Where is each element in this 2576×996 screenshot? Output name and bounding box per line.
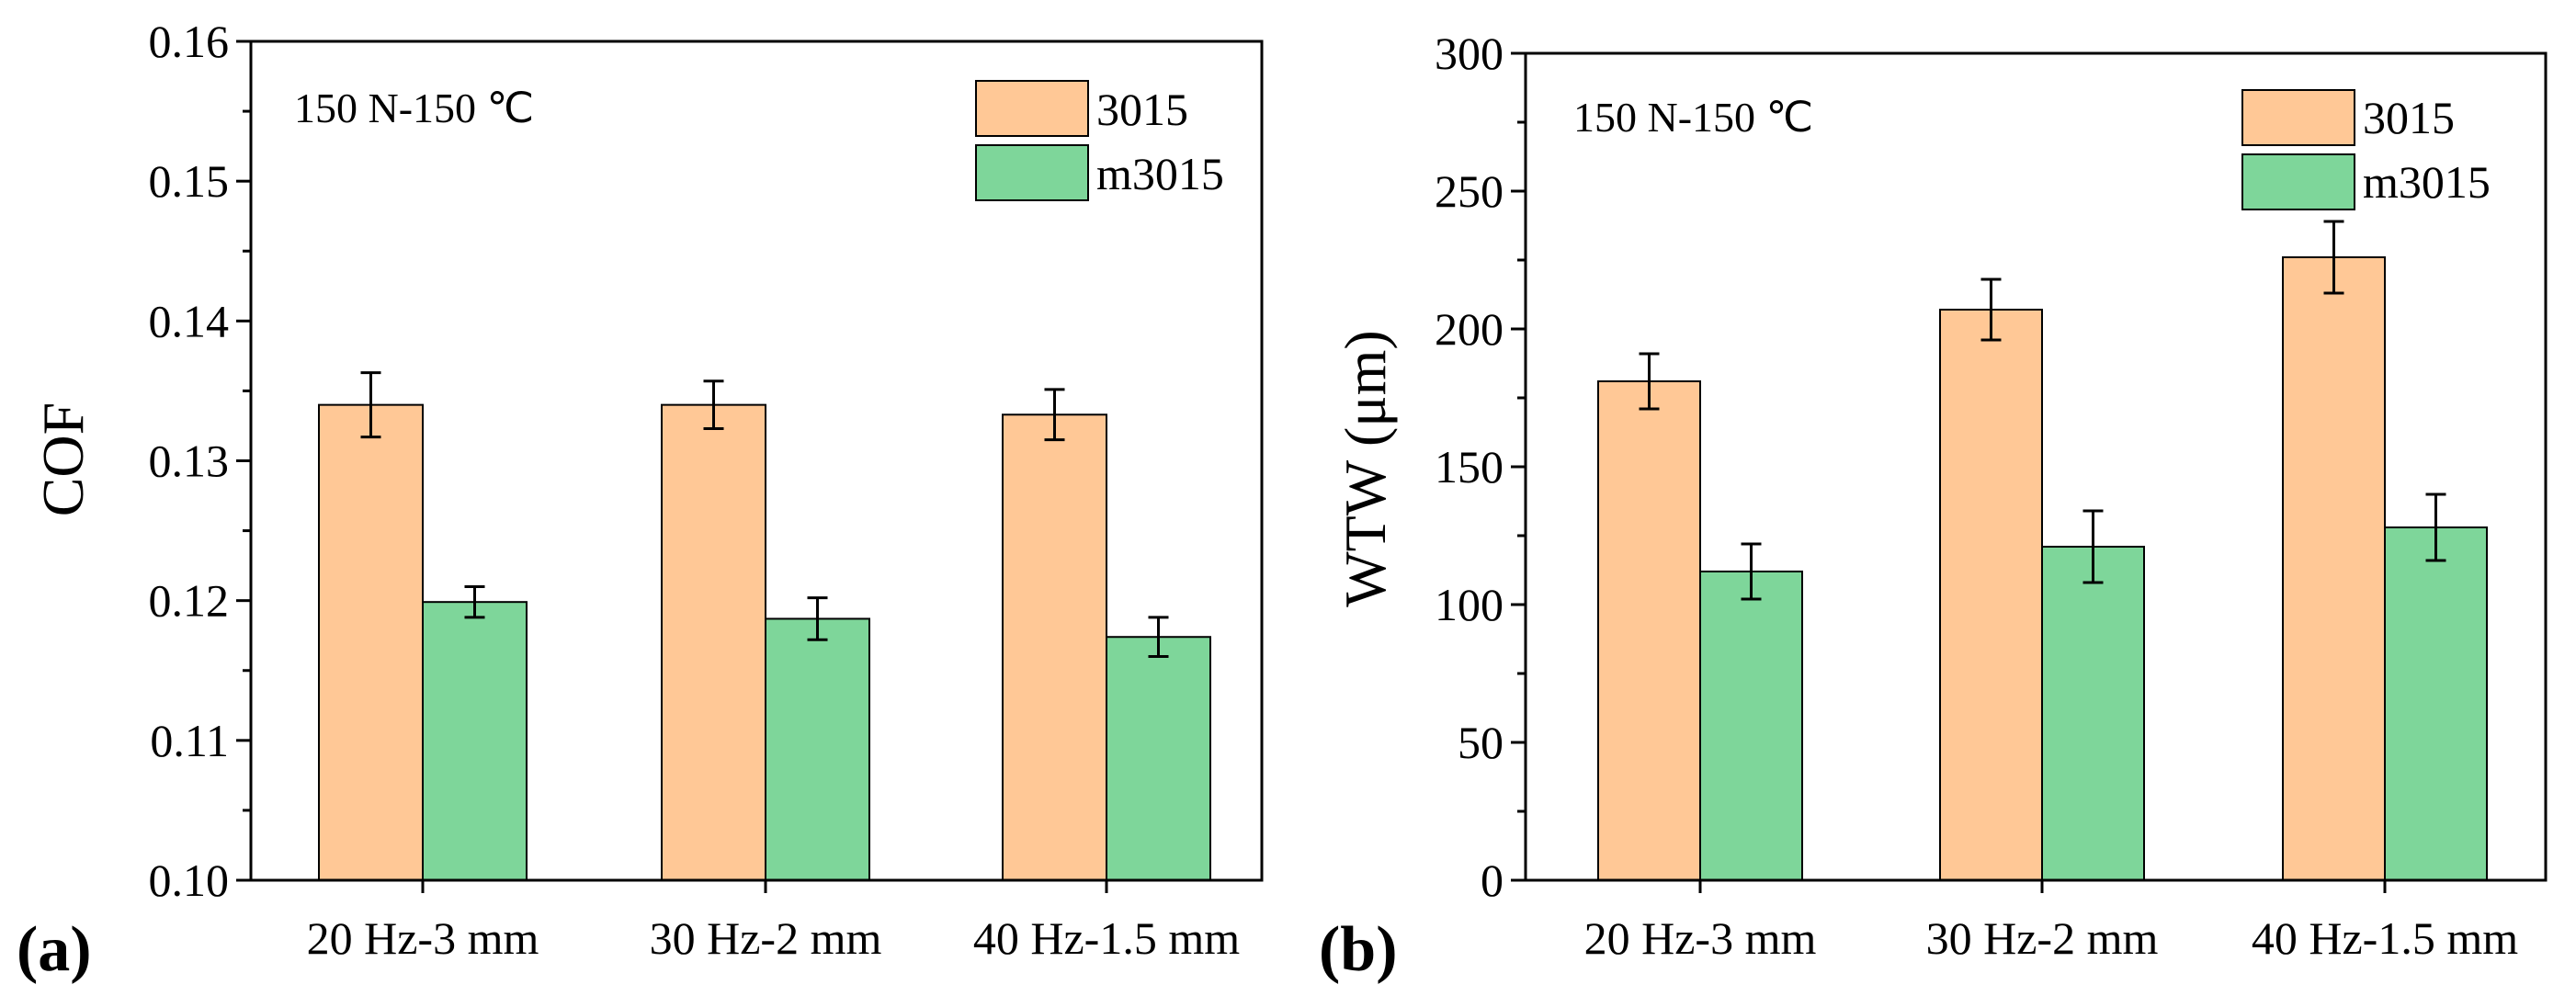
- panel-label: (b): [1319, 914, 1398, 985]
- panel-label: (a): [17, 914, 92, 985]
- x-tick-label: 20 Hz-3 mm: [1584, 912, 1817, 964]
- legend-label-m3015: m3015: [2363, 156, 2491, 208]
- error-bar-3015-2: [1044, 388, 1065, 442]
- y-tick-label: 150: [1435, 441, 1504, 492]
- y-tick-label: 0.11: [150, 715, 229, 766]
- x-tick-label: 40 Hz-1.5 mm: [2252, 912, 2518, 964]
- error-bar-3015-1: [703, 379, 724, 431]
- y-axis-title: COF: [30, 402, 96, 517]
- bar-3015-1: [661, 403, 766, 881]
- error-bar-m3015-2: [2425, 492, 2446, 562]
- legend-swatch-3015: [975, 80, 1089, 137]
- legend-swatch-3015: [2241, 89, 2355, 146]
- y-tick-label: 0: [1481, 855, 1504, 906]
- legend-swatch-m3015: [2241, 153, 2355, 210]
- legend: 3015 m3015: [2241, 89, 2491, 210]
- error-bar-m3015-1: [807, 596, 828, 641]
- condition-annotation: 150 N-150 ℃: [294, 85, 534, 131]
- bar-3015-0: [318, 403, 424, 881]
- error-bar-m3015-0: [1741, 542, 1762, 601]
- bar-m3015-2: [2384, 526, 2488, 881]
- bar-3015-2: [2282, 256, 2386, 881]
- x-tick-label: 40 Hz-1.5 mm: [973, 912, 1240, 964]
- legend: 3015 m3015: [975, 80, 1224, 201]
- error-bar-m3015-1: [2082, 509, 2104, 584]
- y-tick-label: 250: [1435, 165, 1504, 217]
- y-tick-label: 300: [1435, 28, 1504, 79]
- bar-m3015-1: [2041, 546, 2145, 881]
- error-bar-m3015-0: [464, 584, 485, 619]
- y-tick-label: 0.10: [149, 855, 230, 906]
- bar-m3015-0: [422, 601, 528, 882]
- panel-a: (a) COF 150 N-150 ℃ 3015 m3015 0.10 0.11 0…: [17, 16, 1264, 985]
- bar-3015-1: [1939, 309, 2043, 881]
- bar-3015-2: [1002, 413, 1107, 881]
- x-tick-label: 30 Hz-2 mm: [650, 912, 882, 964]
- legend-label-3015: 3015: [2363, 92, 2455, 143]
- error-bar-3015-0: [1639, 352, 1660, 411]
- error-bar-3015-1: [1980, 277, 2002, 342]
- y-tick-label: 0.15: [149, 155, 230, 207]
- bar-m3015-1: [765, 617, 870, 881]
- y-tick-label: 200: [1435, 303, 1504, 355]
- y-tick-label: 50: [1458, 717, 1504, 768]
- legend-label-3015: 3015: [1096, 84, 1188, 135]
- y-axis-title: WTW (μm): [1333, 330, 1398, 606]
- x-tick-label: 30 Hz-2 mm: [1926, 912, 2159, 964]
- y-tick-label: 0.13: [149, 436, 230, 487]
- y-tick-label: 100: [1435, 579, 1504, 630]
- error-bar-3015-0: [360, 371, 381, 439]
- error-bar-m3015-2: [1148, 616, 1169, 659]
- y-tick-label: 0.16: [149, 16, 230, 67]
- y-tick-label: 0.12: [149, 575, 230, 627]
- bar-m3015-2: [1106, 636, 1211, 881]
- bar-m3015-0: [1699, 571, 1803, 881]
- legend-label-m3015: m3015: [1096, 148, 1224, 199]
- bar-3015-0: [1597, 380, 1701, 881]
- panel-b: (b) WTW (μm) 150 N-150 ℃ 3015 m3015 0 50 1…: [1319, 28, 2548, 985]
- legend-swatch-m3015: [975, 144, 1089, 201]
- condition-annotation: 150 N-150 ℃: [1573, 94, 1813, 141]
- x-tick-label: 20 Hz-3 mm: [307, 912, 539, 964]
- error-bar-3015-2: [2323, 220, 2344, 295]
- y-tick-label: 0.14: [149, 295, 230, 346]
